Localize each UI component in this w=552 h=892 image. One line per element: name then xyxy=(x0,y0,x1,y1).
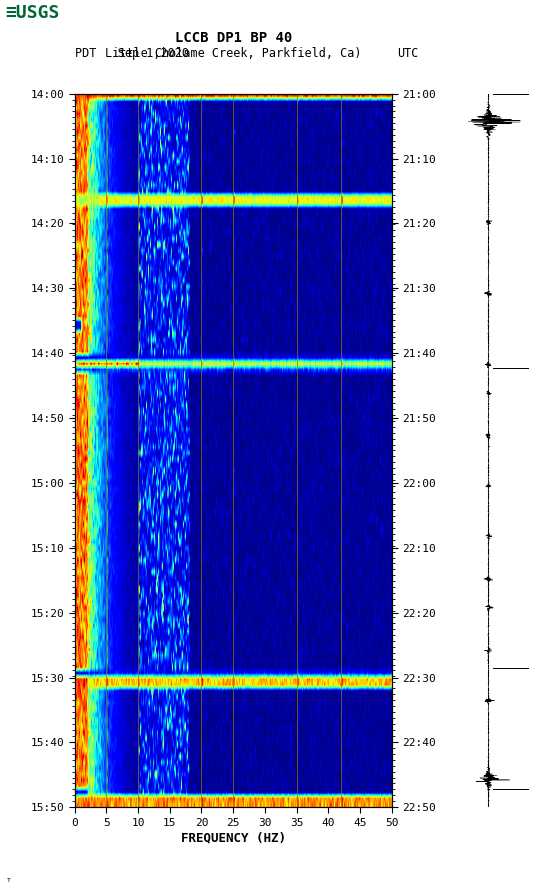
Text: LCCB DP1 BP 40: LCCB DP1 BP 40 xyxy=(174,31,292,45)
Text: UTC: UTC xyxy=(397,47,419,61)
Text: ≡USGS: ≡USGS xyxy=(6,4,60,22)
X-axis label: FREQUENCY (HZ): FREQUENCY (HZ) xyxy=(181,832,286,845)
Text: Little Cholame Creek, Parkfield, Ca): Little Cholame Creek, Parkfield, Ca) xyxy=(105,47,362,61)
Text: ᵀ: ᵀ xyxy=(6,878,12,888)
Text: PDT   Sep 1,2020: PDT Sep 1,2020 xyxy=(75,47,189,61)
